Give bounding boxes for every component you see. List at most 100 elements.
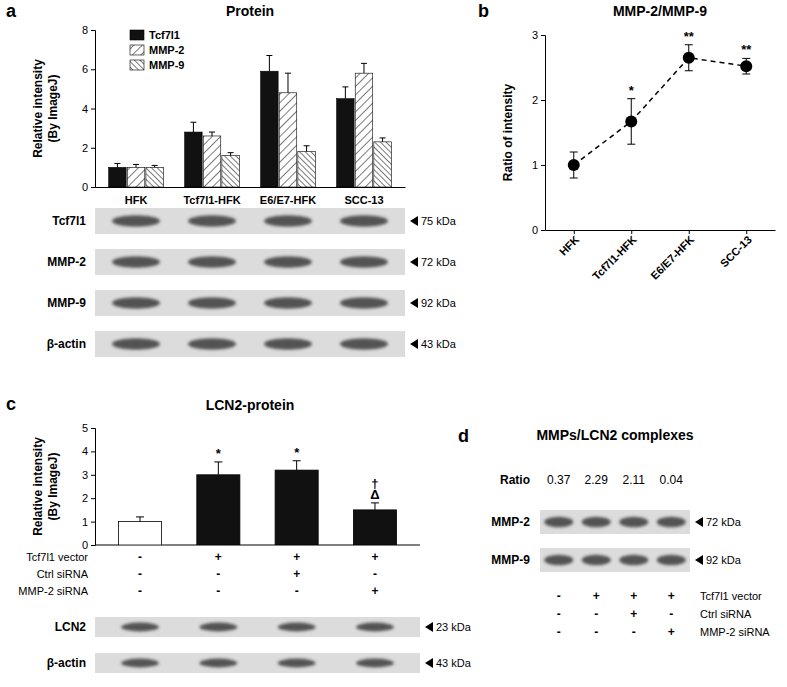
error-bar-cap [293,460,301,461]
y-tick-mark [91,451,95,452]
bar [146,167,163,187]
error-bar [190,122,196,132]
blot-band [657,517,686,528]
panel-b: MMP-2/MMP-9Ratio of intensity0123HFKTcf7… [501,3,776,282]
point [625,115,637,127]
blot-arrow [410,216,418,226]
error-bar-cap [342,86,348,87]
condition-value: + [630,607,637,621]
y-tick-label: 0 [532,224,538,236]
error-bar [136,517,144,522]
error-bar-stem [287,73,288,93]
y-tick: 2 [532,94,545,106]
blot-band [264,256,312,267]
y-tick-label: 0 [82,539,88,551]
panel-d: MMPs/LCN2 complexesRatio0.372.292.110.04… [491,427,770,639]
blot-band [112,297,160,308]
bar [337,99,354,187]
blot-arrow [425,658,433,668]
condition-label: MMP-2 siRNA [700,626,770,638]
blot-band [582,555,611,566]
blot-band [264,215,312,226]
blot-arrow [410,257,418,267]
condition-value: - [557,625,561,639]
error-bar-stem [212,132,213,136]
blot-size: 92 kDa [706,554,742,566]
y-axis-title: Relative intensity [31,437,45,536]
panel-letter: a [6,1,17,21]
blot-band [112,215,160,226]
figure: ProteinRelative intensity(By ImageJ)0246… [0,0,787,687]
condition-value: - [632,625,636,639]
bar [353,510,396,545]
ratio-label: Ratio [500,473,530,487]
bar [279,93,296,187]
y-tick-mark [541,100,545,101]
y-tick-mark [91,522,95,523]
y-tick-mark [91,109,95,110]
error-bar [304,146,310,152]
error-bar-cap [228,152,234,153]
x-tick-label: Tcf7l1-HFK [590,233,639,282]
condition-value: + [668,589,675,603]
y-axis-line [91,31,96,188]
error-bar-stem [296,461,297,470]
error-bar-cap [285,73,291,74]
blot-band [619,555,648,566]
blot-band [121,623,159,632]
x-tick-mark [631,230,632,234]
blot-arrow [410,298,418,308]
y-tick-mark [91,475,95,476]
error-bar-stem [374,503,375,510]
y-tick: 2 [82,142,95,154]
error-bar [342,87,348,99]
significance: * [629,83,635,98]
condition-value: - [373,567,377,581]
y-axis-line [541,36,546,231]
x-axis: HFKTcf7l1-HFKE6/E7-HFKSCC-13 [96,187,406,206]
condition-label: Tcf7l1 vector [700,590,762,602]
y-axis-title: (By ImageJ) [46,74,60,142]
y-tick-label: 6 [82,63,88,75]
error-bar-stem [269,56,270,72]
y-axis-line [91,429,96,546]
x-axis-line [96,187,406,188]
x-tick: E6/E7-HFK [260,187,316,206]
y-tick-label: 5 [82,422,88,434]
condition-label: MMP-2 siRNA [18,585,88,597]
blot-label: LCN2 [55,620,87,634]
bar [298,152,315,187]
chart-title: MMPs/LCN2 complexes [536,427,693,443]
blot-label: β-actin [47,337,86,351]
condition-value: - [669,607,673,621]
x-axis-line [546,230,776,231]
y-tick-label: 1 [82,516,88,528]
condition-value: + [293,567,300,581]
blot-strip [540,548,690,572]
bar [185,132,202,187]
condition-value: - [216,584,220,598]
y-tick-mark [541,35,545,36]
error-bar-stem [363,63,364,73]
error-bar-cap [380,137,386,138]
blot-band [356,659,394,668]
x-tick: Tcf7l1-HFK [590,230,639,282]
blot-size: 92 kDa [421,297,457,309]
y-tick: 3 [82,469,95,481]
panel-a: ProteinRelative intensity(By ImageJ)0246… [31,3,457,357]
condition-value: + [668,625,675,639]
panel-letter: b [478,1,489,21]
error-bar [133,164,139,167]
ratio-value: 2.29 [585,473,609,487]
y-tick-mark [91,498,95,499]
significance: * [294,445,300,460]
error-bar-cap [152,165,158,166]
error-bar-stem [218,462,219,475]
condition-value: - [138,584,142,598]
condition-value: - [594,625,598,639]
condition-value: - [216,567,220,581]
y-tick: 2 [82,492,95,504]
y-tick-mark [91,148,95,149]
line [574,58,747,165]
blot-band [188,256,236,267]
